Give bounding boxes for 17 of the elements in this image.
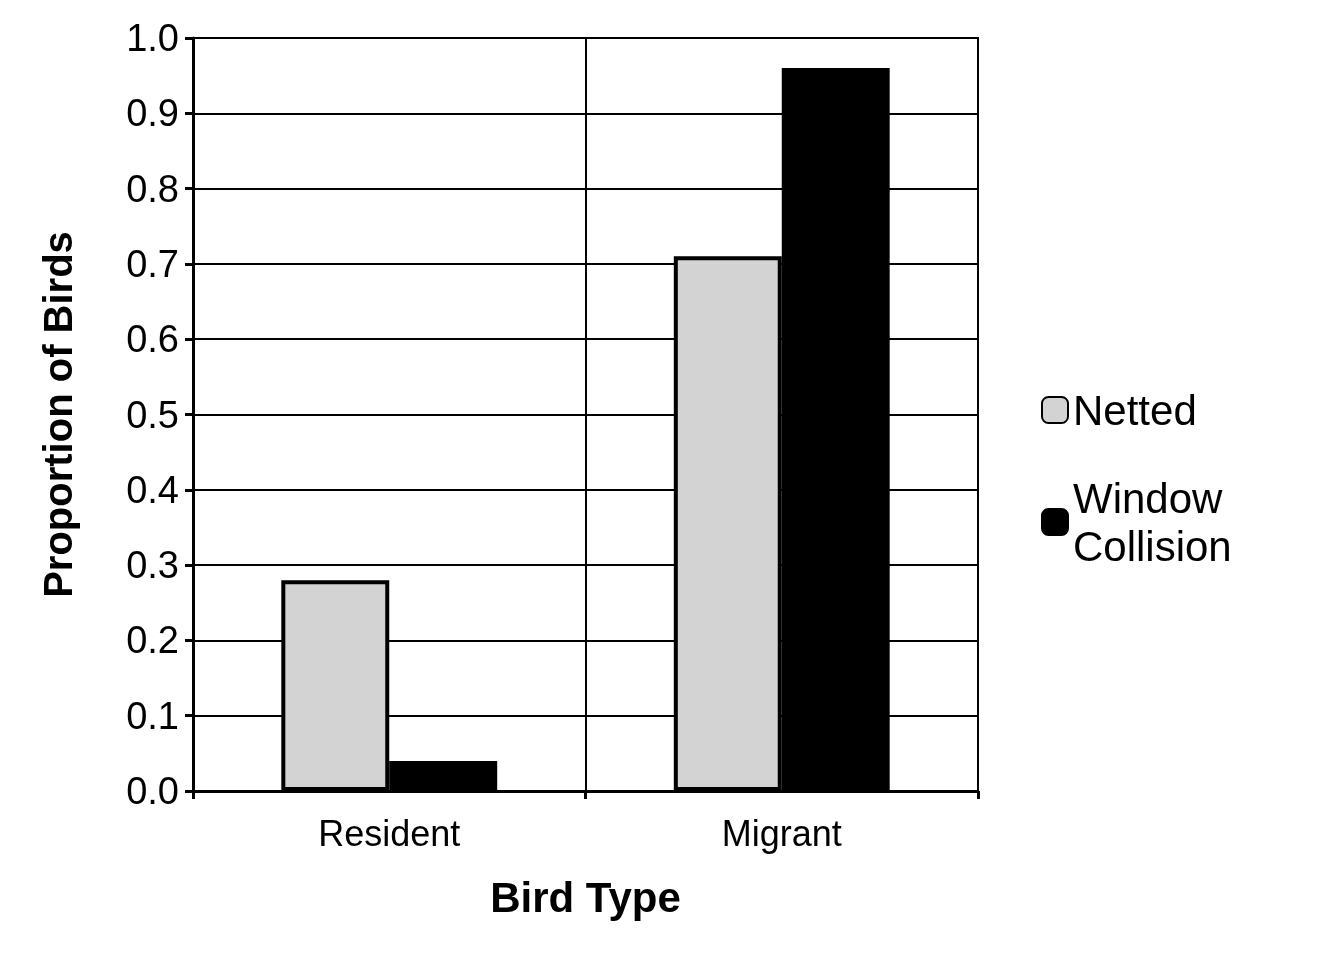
y-tick-label: 0.2 — [126, 619, 179, 662]
x-axis-title: Bird Type — [490, 873, 681, 921]
y-tick-label: 0.3 — [126, 544, 179, 587]
y-tick-label: 0.6 — [126, 318, 179, 361]
legend-label: Netted — [1073, 386, 1197, 434]
y-tick-label: 0.4 — [126, 468, 179, 511]
y-axis-title: Proportion of Birds — [36, 231, 80, 598]
y-tick-label: 0.9 — [126, 92, 179, 135]
legend-label: Window Collision — [1073, 474, 1235, 570]
x-tick-label: Migrant — [721, 812, 842, 854]
y-tick-label: 0.0 — [126, 770, 179, 812]
x-tick-label: Resident — [318, 812, 461, 854]
y-tick-label: 0.1 — [126, 694, 179, 737]
y-tick-label: 0.5 — [126, 393, 179, 436]
y-tick-label: 1.0 — [126, 17, 179, 59]
y-tick-label: 0.7 — [126, 242, 179, 285]
y-tick-label: 0.8 — [126, 167, 179, 210]
